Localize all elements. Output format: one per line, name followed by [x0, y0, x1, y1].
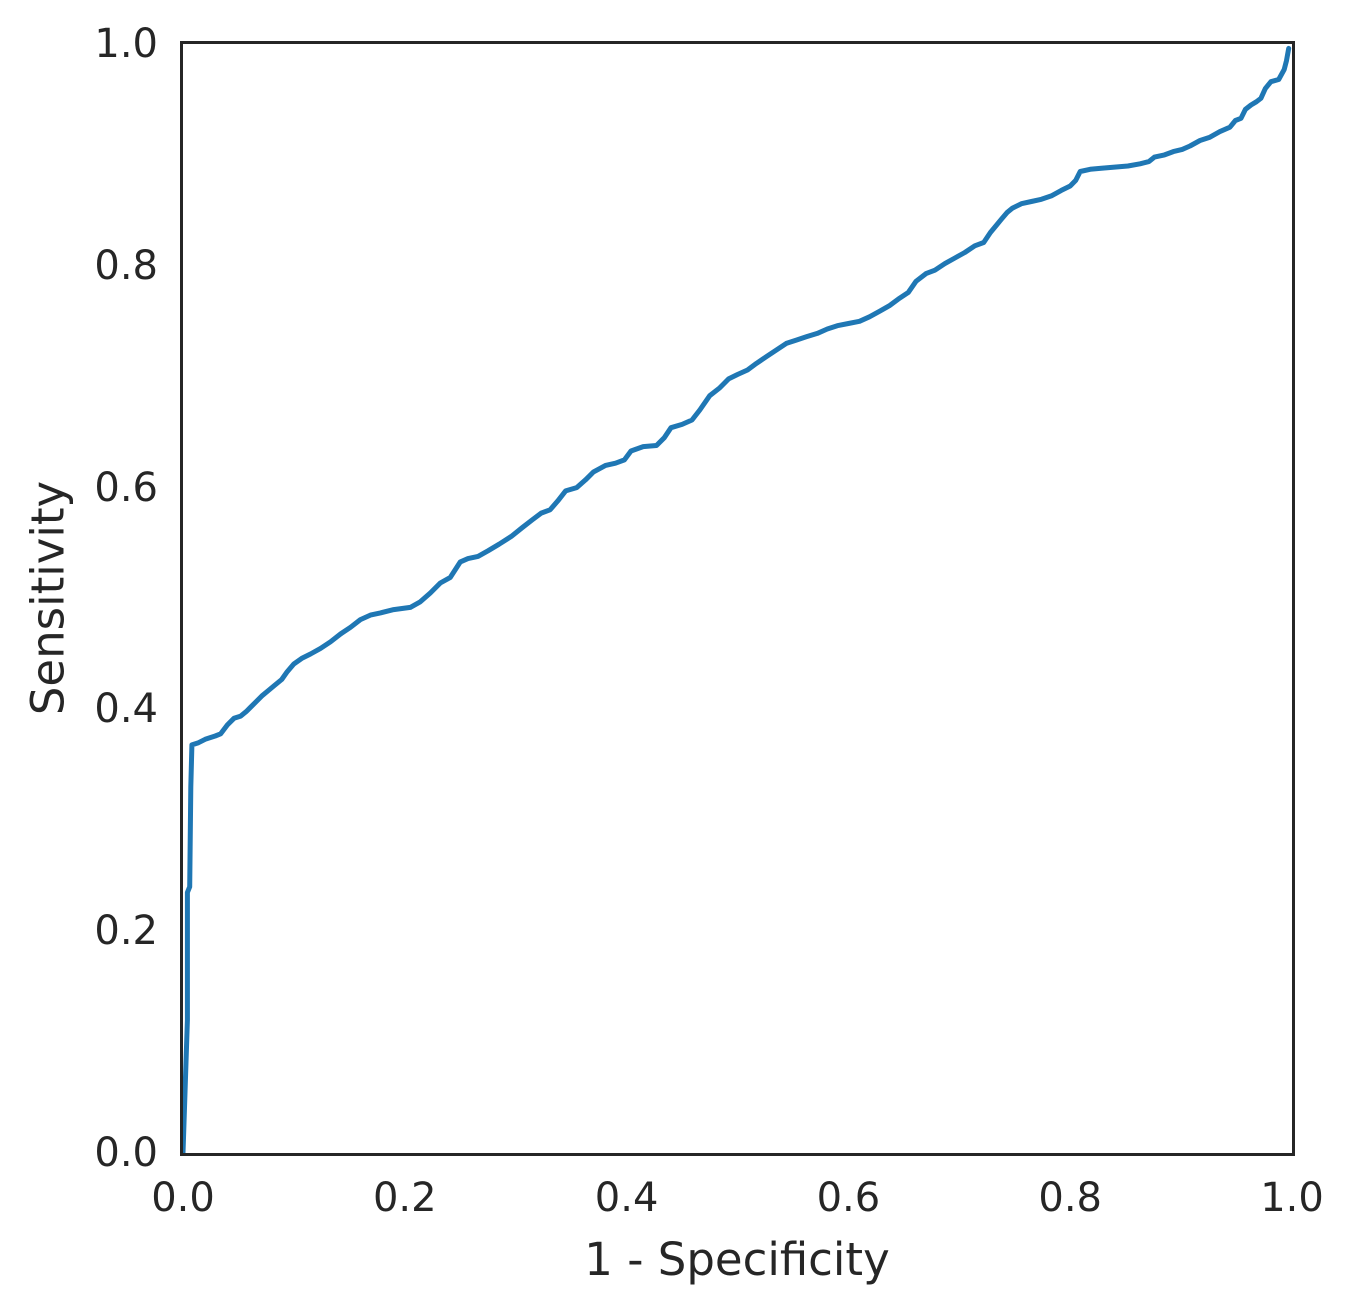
y-tick-label: 0.8 [94, 242, 158, 289]
roc-curve-line [183, 45, 1292, 1153]
y-tick-label: 0.4 [94, 686, 158, 733]
y-tick-label: 1.0 [94, 21, 158, 67]
y-tick-label: 0.0 [94, 1130, 158, 1176]
y-tick-label: 0.6 [94, 464, 158, 511]
x-tick-label: 0.0 [151, 1175, 215, 1221]
x-tick-label: 0.8 [1038, 1175, 1102, 1221]
x-tick-label: 0.6 [816, 1175, 881, 1221]
plot-area [180, 41, 1295, 1156]
x-tick-label: 0.4 [594, 1175, 659, 1221]
y-tick-label: 0.2 [94, 908, 158, 955]
x-tick-label: 1.0 [1260, 1175, 1324, 1221]
x-axis-label: 1 - Specificity [584, 1233, 890, 1286]
roc-plot-svg [183, 45, 1292, 1153]
x-tick-label: 0.2 [372, 1175, 437, 1221]
y-axis-label: Sensitivity [21, 480, 75, 716]
